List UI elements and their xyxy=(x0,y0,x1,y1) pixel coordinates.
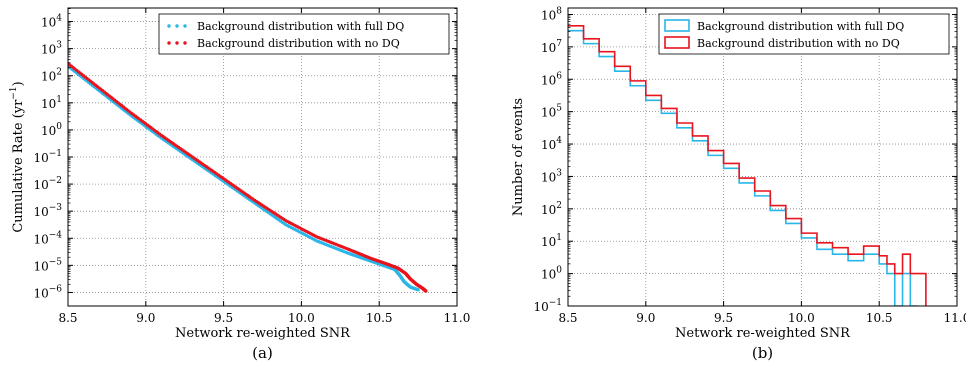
y-tick-exponent: 2 xyxy=(556,201,562,211)
x-tick-label: 9.5 xyxy=(714,311,733,325)
y-tick-label: 108 xyxy=(541,6,562,22)
y-tick-exponent: 1 xyxy=(556,233,562,243)
panel-b: 8.59.09.510.010.511.010−1100101102103104… xyxy=(511,6,966,362)
legend-swatch xyxy=(664,36,690,49)
panel-a-y-axis-label-suffix: ) xyxy=(11,81,26,86)
y-tick-label: 103 xyxy=(541,168,562,184)
y-tick-exponent: 2 xyxy=(56,68,62,78)
y-tick-label: 107 xyxy=(541,39,562,55)
panel-b-legend: Background distribution with full DQ Back… xyxy=(658,13,950,55)
panel-a-caption: (a) xyxy=(252,344,273,362)
x-tick-label: 8.5 xyxy=(558,311,577,325)
y-tick-label: 10−3 xyxy=(33,203,62,219)
y-tick-exponent: 4 xyxy=(556,136,562,146)
series-1-markers xyxy=(68,61,428,293)
panel-a-y-axis-label-exponent: −1 xyxy=(9,86,19,99)
y-tick-label: 105 xyxy=(541,104,562,120)
y-tick-label: 101 xyxy=(541,233,562,249)
y-tick-label: 10−1 xyxy=(533,298,562,314)
y-tick-label: 102 xyxy=(41,68,62,84)
y-tick-label: 100 xyxy=(41,122,62,138)
y-tick-exponent: 8 xyxy=(556,6,562,16)
y-tick-label: 101 xyxy=(41,95,62,111)
panel-b-y-axis-label: Number of events xyxy=(511,98,526,216)
y-tick-exponent: 4 xyxy=(56,14,62,24)
panel-a-x-axis-label: Network re-weighted SNR xyxy=(175,326,351,341)
legend-marker xyxy=(175,41,179,45)
y-tick-exponent: 7 xyxy=(556,39,562,49)
y-tick-label: 103 xyxy=(41,41,62,57)
y-tick-label: 102 xyxy=(541,201,562,217)
y-tick-label: 10−6 xyxy=(33,284,62,300)
y-tick-label: 10−1 xyxy=(33,149,62,165)
legend-marker xyxy=(183,24,187,28)
y-tick-exponent: −6 xyxy=(49,284,63,294)
legend-marker xyxy=(175,24,179,28)
panel-b-data xyxy=(568,25,927,306)
y-tick-exponent: −1 xyxy=(549,298,562,308)
series-1-step-line xyxy=(568,25,927,306)
data-point xyxy=(424,289,428,293)
legend-marker xyxy=(183,41,187,45)
legend-label: Background distribution with full DQ xyxy=(197,20,404,33)
y-tick-exponent: −1 xyxy=(49,149,62,159)
x-tick-label: 9.0 xyxy=(636,311,655,325)
y-tick-exponent: 3 xyxy=(56,41,62,51)
y-tick-exponent: −5 xyxy=(49,257,63,267)
y-tick-label: 106 xyxy=(541,71,562,87)
legend-box xyxy=(658,13,950,55)
y-tick-exponent: 0 xyxy=(56,122,62,132)
y-tick-exponent: 5 xyxy=(556,104,562,114)
y-tick-exponent: 6 xyxy=(556,71,562,81)
y-tick-label: 10−2 xyxy=(33,176,62,192)
y-tick-exponent: 1 xyxy=(56,95,62,105)
legend-box xyxy=(158,13,450,55)
panel-b-caption: (b) xyxy=(752,344,773,362)
legend-swatch xyxy=(664,19,690,32)
x-tick-label: 10.0 xyxy=(788,311,815,325)
y-tick-exponent: −4 xyxy=(49,230,63,240)
legend-label: Background distribution with full DQ xyxy=(697,20,904,33)
x-tick-label: 8.5 xyxy=(58,311,77,325)
panel-a-data xyxy=(68,61,428,293)
y-tick-exponent: −3 xyxy=(49,203,63,213)
panel-a-y-axis-label: Cumulative Rate (yr−1) xyxy=(9,81,26,232)
x-tick-label: 9.5 xyxy=(214,311,233,325)
x-tick-label: 10.0 xyxy=(288,311,315,325)
panel-a: 8.5 9.0 9.5 10.0 10.5 11.010−610−510−410−310−… xyxy=(9,7,470,362)
y-tick-label: 10−5 xyxy=(33,257,62,273)
panel-b-ticks: 8.59.09.510.010.511.010−1100101102103104… xyxy=(533,6,966,325)
y-tick-label: 104 xyxy=(41,14,62,30)
panel-a-ticks: 8.5 9.0 9.5 10.0 10.5 11.010−610−510−410−310−… xyxy=(33,8,470,325)
panel-a-legend: Background distribution with full DQ Back… xyxy=(158,13,450,55)
legend-label: Background distribution with no DQ xyxy=(697,37,900,50)
panel-a-y-axis-label-prefix: Cumulative Rate (yr xyxy=(11,99,26,233)
x-tick-label: 10.5 xyxy=(866,311,893,325)
y-tick-label: 100 xyxy=(541,266,562,282)
legend-marker xyxy=(167,24,171,28)
legend-marker xyxy=(167,41,171,45)
series-0-step-line xyxy=(568,29,919,306)
y-tick-exponent: 0 xyxy=(556,266,562,276)
x-tick-label: 11.0 xyxy=(944,311,966,325)
x-tick-label: 11.0 xyxy=(444,311,471,325)
y-tick-exponent: −2 xyxy=(49,176,62,186)
y-tick-label: 104 xyxy=(541,136,562,152)
legend-label: Background distribution with no DQ xyxy=(197,37,400,50)
data-point xyxy=(416,288,420,292)
panel-b-x-axis-label: Network re-weighted SNR xyxy=(675,326,851,341)
y-tick-exponent: 3 xyxy=(556,168,562,178)
x-tick-label: 10.5 xyxy=(366,311,393,325)
x-tick-label: 9.0 xyxy=(136,311,155,325)
y-tick-label: 10−4 xyxy=(33,230,62,246)
